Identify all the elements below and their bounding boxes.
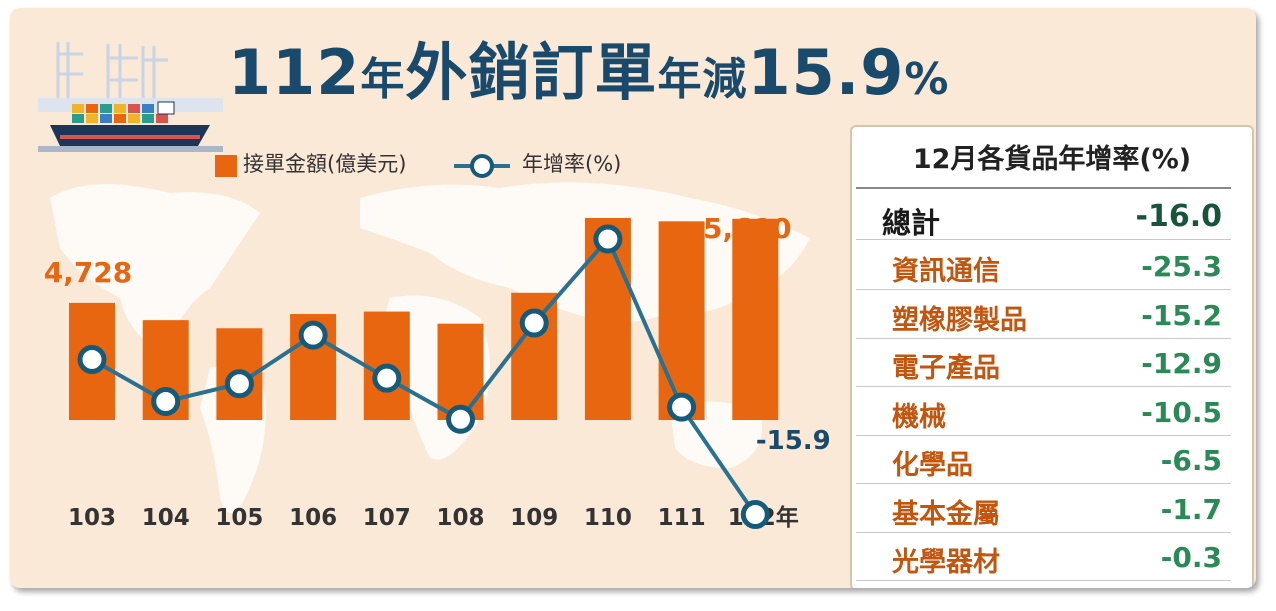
growth-rate-point-105	[224, 369, 254, 399]
x-tick-label: 108	[436, 505, 484, 531]
panel-title: 12月各貨品年增率(%)	[912, 144, 1192, 175]
panel-divider	[856, 386, 1231, 387]
growth-rate-point-103	[77, 344, 107, 374]
panel-divider	[856, 187, 1231, 189]
bar-112年	[732, 218, 779, 420]
x-tick-label: 107	[363, 505, 411, 531]
category-label: 資訊通信	[892, 256, 1000, 287]
total-value: -16.0	[1135, 199, 1222, 234]
category-value: -25.3	[1141, 250, 1222, 283]
data-label-last-point: -15.9	[756, 426, 831, 456]
title-percent-value: 15.9	[747, 36, 905, 109]
orders-chart: 103104105106107108109110111112年4,7285,61…	[44, 212, 831, 531]
legend-line-label: 年增率(%)	[522, 152, 622, 176]
panel-divider	[856, 434, 1231, 436]
legend-bar-label: 接單金額(億美元)	[243, 152, 407, 176]
x-tick-label: 110	[584, 505, 632, 531]
category-label: 電子產品	[892, 353, 1000, 384]
x-tick-label: 111	[658, 505, 706, 531]
title-year-suffix: 年	[360, 54, 406, 105]
category-label: 塑橡膠製品	[892, 304, 1027, 336]
category-value: -1.7	[1160, 492, 1222, 526]
bar-108	[437, 323, 484, 420]
panel-divider	[856, 483, 1231, 484]
x-tick-label: 104	[142, 505, 190, 531]
title-percent-unit: %	[904, 54, 950, 105]
growth-rate-point-111	[667, 392, 697, 422]
panel-divider	[856, 337, 1231, 339]
growth-rate-point-112年	[740, 500, 770, 530]
infographic-card: 112年外銷訂單年減15.9% 接單金額(億美元) 年增率(%) 103 104 1…	[10, 8, 1256, 588]
data-label-last-bar: 5,610	[703, 212, 792, 245]
title-main: 外銷訂單	[405, 36, 658, 109]
growth-rate-line	[91, 235, 757, 516]
legend-line-marker-icon	[470, 154, 494, 178]
category-value: -0.3	[1160, 541, 1222, 574]
total-label: 總計	[882, 206, 941, 240]
category-growth-panel: 12月各貨品年增率(%) 總計 -16.0 資訊通信 -25.3 塑橡膠製品 -15.…	[850, 125, 1254, 588]
x-tick-label: 103	[68, 505, 116, 531]
title-decrease: 年減	[657, 54, 748, 105]
x-tick-label: 105	[215, 505, 263, 531]
panel-divider	[856, 531, 1231, 533]
category-label: 化學品	[892, 450, 973, 481]
data-label-first-bar: 4,728	[44, 256, 133, 289]
category-value: -12.9	[1141, 347, 1222, 380]
cargo-ship-illustration	[38, 42, 223, 152]
legend-bar-swatch	[215, 155, 237, 177]
title-year: 112	[228, 36, 361, 109]
growth-rate-point-110	[593, 224, 623, 254]
panel-divider	[856, 580, 1231, 581]
page-title: 112年外銷訂單年減15.9%	[228, 22, 950, 112]
category-label: 基本金屬	[892, 498, 1000, 530]
category-value: -10.5	[1141, 395, 1222, 429]
panel-divider	[856, 239, 1231, 240]
growth-rate-point-108	[446, 404, 475, 434]
growth-rate-point-107	[372, 363, 402, 393]
growth-rate-point-106	[298, 320, 328, 350]
x-tick-label: 109	[510, 505, 558, 531]
growth-rate-point-109	[519, 308, 549, 338]
growth-rate-point-104	[151, 386, 181, 416]
category-label: 機械	[892, 401, 946, 433]
bar-111	[658, 221, 705, 420]
x-tick-label: 106	[289, 505, 337, 531]
category-label: 光學器材	[892, 547, 1000, 578]
panel-divider	[856, 289, 1231, 290]
category-value: -15.2	[1141, 298, 1222, 332]
category-value: -6.5	[1160, 444, 1222, 477]
